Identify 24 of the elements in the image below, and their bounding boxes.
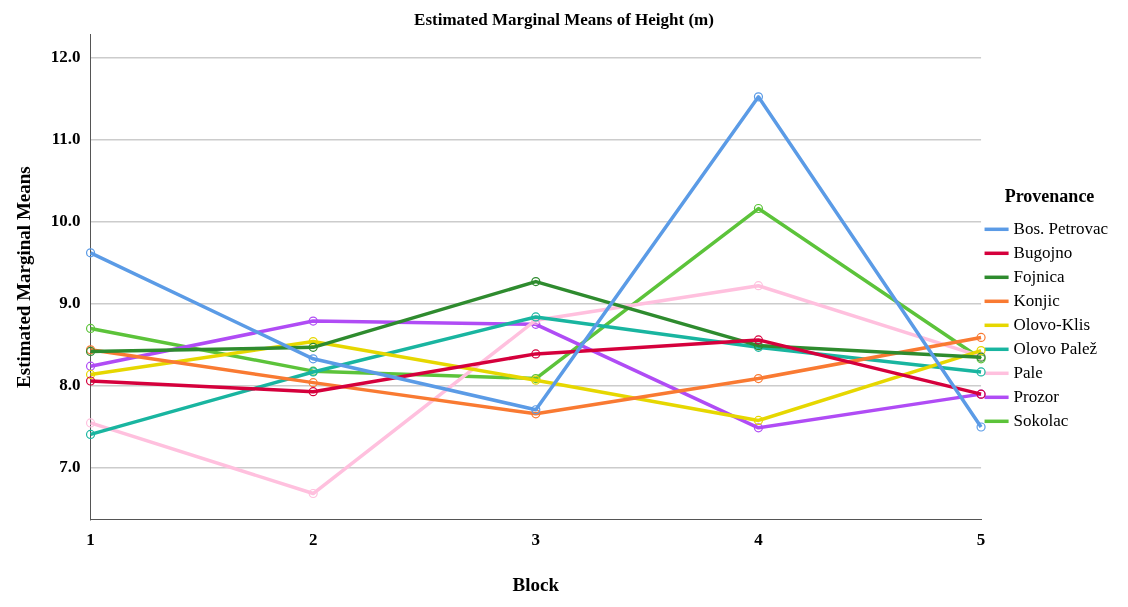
y-axis-title: Estimated Marginal Means [13,166,35,388]
y-tick-label: 7.0 [59,457,81,477]
y-tick-label: 11.0 [51,128,81,148]
chart-title: Estimated Marginal Means of Height (m) [414,9,714,29]
x-tick-label: 1 [86,530,95,550]
y-tick-label: 8.0 [59,375,81,395]
y-tick-label: 12.0 [50,46,81,66]
legend-label: Konjic [1013,290,1061,310]
x-tick-label: 3 [531,530,541,550]
y-tick-label: 9.0 [59,293,81,313]
legend-label: Sokolac [1013,410,1069,430]
x-tick-label: 4 [754,530,764,550]
legend-label: Olovo-Klis [1013,314,1091,334]
legend-label: Prozor [1013,386,1060,406]
x-tick-label: 5 [976,530,986,550]
x-axis-title: Block [512,573,560,595]
legend-label: Fojnica [1013,266,1066,286]
y-tick-label: 10.0 [50,211,81,231]
legend-label: Bos. Petrovac [1013,218,1109,238]
x-tick-label: 2 [308,530,318,550]
legend-label: Pale [1013,362,1043,382]
legend-label: Bugojno [1013,242,1073,262]
legend-title: Provenance [1004,185,1095,206]
legend-label: Olovo Palež [1013,338,1098,358]
